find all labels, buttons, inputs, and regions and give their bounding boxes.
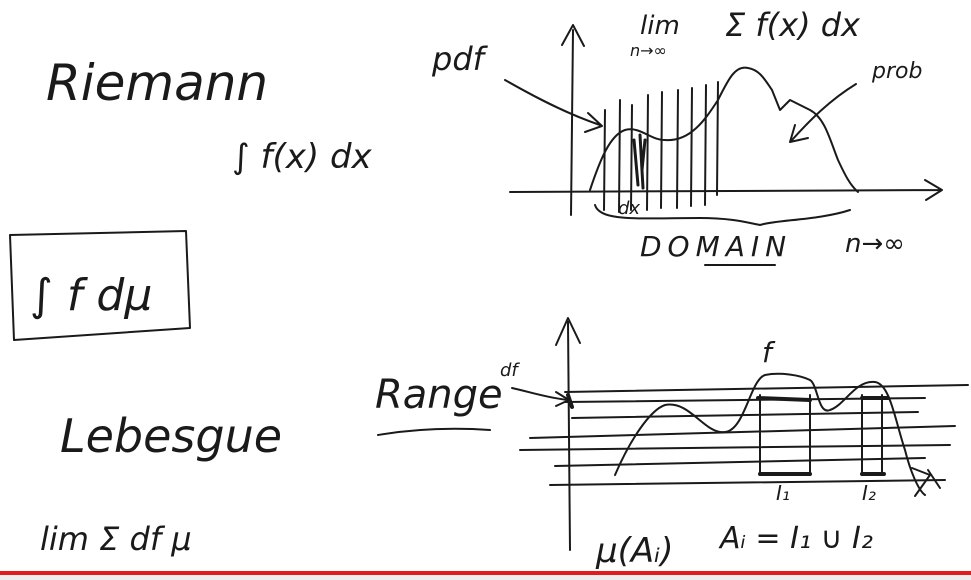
measure-label: μ(Aᵢ) [595, 531, 674, 571]
range-drop-lines [759, 394, 883, 476]
range-label: Range [375, 372, 503, 418]
domain-label: DOMAIN [640, 230, 792, 263]
riemann-integral: ∫ f(x) dx [232, 137, 373, 177]
df-label: df [500, 360, 520, 381]
riemann-strips [603, 81, 719, 213]
top-limit: lim [640, 11, 680, 41]
lebesgue-box [9, 230, 191, 341]
lebesgue-title: Lebesgue [60, 409, 282, 463]
f-label: f [762, 336, 776, 369]
domain-x-axis [509, 179, 943, 201]
domain-y-axis [561, 24, 585, 216]
domain-curve [589, 66, 859, 193]
df-arrow [511, 387, 570, 407]
prob-arrow [789, 83, 857, 143]
prob-label: prob [871, 59, 922, 84]
union-label: Aᵢ = I₁ ∪ I₂ [718, 521, 873, 556]
interval-1-label: I₁ [776, 481, 790, 505]
lebesgue-sum: lim Σ df μ [40, 520, 192, 558]
video-progress-fill [0, 571, 971, 575]
top-limit-sub: n→∞ [630, 41, 667, 60]
dx-label: dx [618, 198, 640, 219]
pdf-arrow [504, 79, 603, 133]
range-curve [614, 372, 926, 496]
pdf-label: pdf [431, 40, 489, 78]
range-x-axis [549, 479, 946, 486]
range-y-axis [555, 317, 581, 551]
domain-brace [594, 204, 851, 226]
interval-2-label: I₂ [862, 481, 876, 505]
top-sum: Σ f(x) dx [725, 6, 861, 44]
lebesgue-integral: ∫ f dμ [30, 270, 152, 321]
range-peak-shading [756, 396, 890, 402]
range-underline [377, 427, 491, 436]
range-end-arrow [911, 467, 941, 497]
video-progress-bar[interactable] [0, 571, 971, 580]
riemann-title: Riemann [46, 54, 268, 112]
domain-limit: n→∞ [845, 229, 905, 259]
range-level-lines [519, 384, 969, 467]
shaded-strip [632, 133, 647, 190]
df-mark [566, 393, 574, 409]
